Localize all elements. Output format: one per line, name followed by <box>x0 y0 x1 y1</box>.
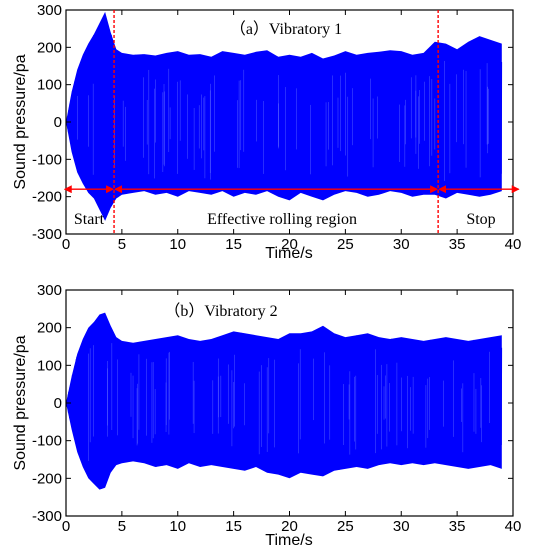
y-axis-a: 300 200 100 0 -100 -200 -300 <box>32 2 513 243</box>
y-tick-label-b: 0 <box>54 395 62 412</box>
x-tick-label-a: 0 <box>62 236 70 253</box>
y-tick-label-a: 300 <box>37 2 62 19</box>
x-tick-label-b: 15 <box>225 518 242 535</box>
x-tick-label-a: 15 <box>225 236 242 253</box>
x-tick-label-a: 30 <box>393 236 410 253</box>
x-tick-label-a: 20 <box>281 236 298 253</box>
y-axis-title-b: Sound pressure/pa <box>12 335 29 470</box>
y-axis-b: 300 200 100 0 -100 -200 -300 <box>32 282 513 525</box>
x-tick-label-a: 35 <box>449 236 466 253</box>
x-tick-label-a: 10 <box>169 236 186 253</box>
x-axis-b: 0 5 10 15 20 25 30 35 40 <box>62 290 522 535</box>
x-axis-title-b: Time/s <box>265 532 312 549</box>
x-tick-label-b: 40 <box>505 518 522 535</box>
region-label-start: Start <box>74 211 105 228</box>
y-tick-label-b: -300 <box>32 508 62 525</box>
x-axis-title-a: Time/s <box>265 245 312 262</box>
x-tick-label-b: 30 <box>393 518 410 535</box>
x-tick-label-b: 5 <box>118 518 126 535</box>
x-tick-label-a: 5 <box>118 236 126 253</box>
signal-b <box>66 312 503 490</box>
region-label-effective: Effective rolling region <box>207 211 357 228</box>
y-tick-label-b: -100 <box>32 433 62 450</box>
y-tick-label-a: -300 <box>32 226 62 243</box>
panel-title-a: （a）Vibratory 1 <box>230 20 342 38</box>
region-markers-a <box>63 10 520 234</box>
y-tick-label-b: 100 <box>37 357 62 374</box>
x-tick-label-b: 25 <box>337 518 354 535</box>
y-tick-label-a: 100 <box>37 77 62 94</box>
y-tick-label-a: 200 <box>37 39 62 56</box>
y-axis-title-a: Sound pressure/pa <box>12 54 29 189</box>
y-tick-label-a: -100 <box>32 151 62 168</box>
panel-b: 0 5 10 15 20 25 30 35 40 3002001000-100-200-300 … <box>12 282 521 549</box>
x-tick-label-b: 10 <box>169 518 186 535</box>
y-tick-label-a: -200 <box>32 189 62 206</box>
signal-trace-b <box>66 318 503 489</box>
signal-trace-a <box>66 25 503 220</box>
x-axis-a: 0 5 10 15 20 25 30 35 40 <box>62 10 522 253</box>
x-tick-label-b: 35 <box>449 518 466 535</box>
region-label-stop: Stop <box>466 211 495 228</box>
x-tick-label-b: 0 <box>62 518 70 535</box>
y-tick-label-b: -200 <box>32 470 62 487</box>
x-tick-label-b: 20 <box>281 518 298 535</box>
panel-a: 0 5 10 15 20 25 30 35 40 3002001000-100-200-300 … <box>12 2 521 262</box>
y-tick-label-a: 0 <box>54 114 62 131</box>
x-tick-label-a: 40 <box>505 236 522 253</box>
y-tick-label-b: 200 <box>37 320 62 337</box>
x-tick-label-a: 25 <box>337 236 354 253</box>
y-tick-label-b: 300 <box>37 282 62 299</box>
panel-title-b: （b）Vibratory 2 <box>164 302 277 320</box>
